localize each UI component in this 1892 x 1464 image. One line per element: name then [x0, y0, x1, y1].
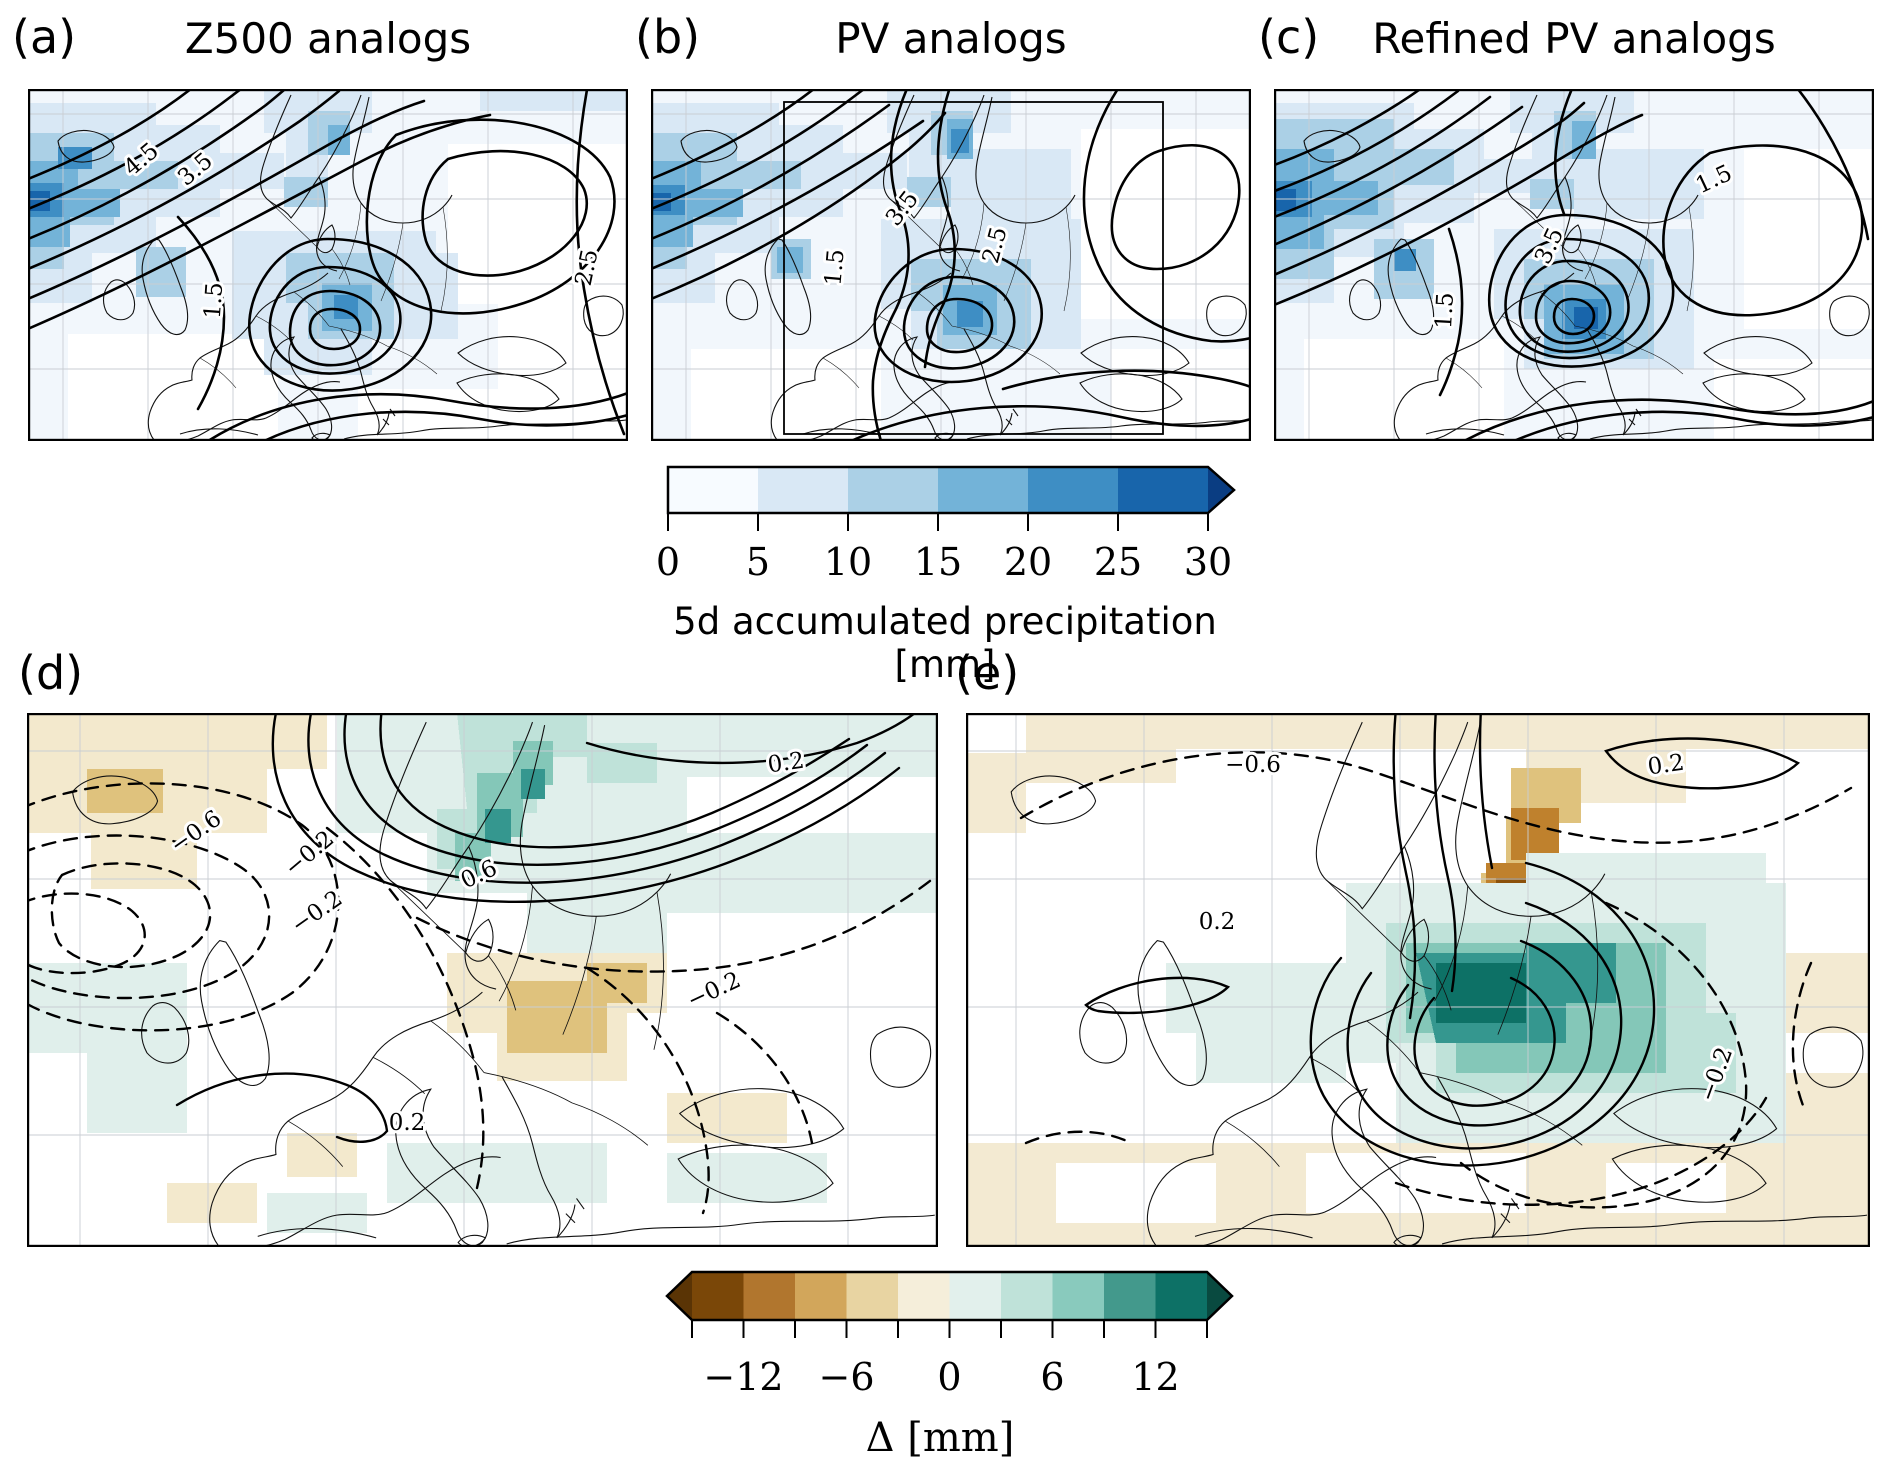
graticule	[966, 713, 1870, 1247]
panel-tag-e: (e)	[955, 646, 1020, 700]
svg-text:−12: −12	[703, 1355, 783, 1399]
panel-tag-b: (b)	[635, 10, 701, 64]
svg-text:0: 0	[937, 1355, 961, 1399]
contours-solid	[1084, 713, 1801, 1167]
svg-text:15: 15	[914, 540, 962, 584]
panel-frame	[28, 89, 628, 441]
svg-text:−6: −6	[818, 1355, 874, 1399]
svg-text:6: 6	[1040, 1355, 1064, 1399]
svg-text:1.5: 1.5	[820, 248, 849, 287]
contours	[28, 89, 628, 441]
svg-text:12: 12	[1131, 1355, 1179, 1399]
panel-title-c: Refined PV analogs	[1372, 14, 1776, 63]
map-panel-d: −0.6 −0.2−0.20.60.2−0.20.2	[27, 713, 938, 1247]
panel-tag-c: (c)	[1258, 10, 1320, 64]
contours	[1274, 89, 1874, 441]
panel-frame	[1274, 89, 1874, 441]
map-panel-b: 3.51.52.5	[651, 89, 1251, 441]
panel-frame	[27, 713, 938, 1247]
svg-text:25: 25	[1094, 540, 1142, 584]
panel-frame	[651, 89, 1251, 441]
svg-text:0: 0	[656, 540, 680, 584]
precip-colorbar: 0 5 10 15 20 25 30	[656, 465, 1236, 584]
svg-text:20: 20	[1004, 540, 1052, 584]
precip-colorbar-label: 5d accumulated precipitation [mm]	[673, 600, 1217, 686]
svg-text:1.5: 1.5	[200, 281, 228, 319]
svg-text:5: 5	[746, 540, 770, 584]
refinement-domain-box	[783, 101, 1164, 435]
svg-text:0.2: 0.2	[1646, 750, 1686, 781]
graticule	[27, 713, 938, 1247]
svg-text:0.2: 0.2	[766, 748, 806, 779]
graticule	[1274, 89, 1874, 441]
svg-text:30: 30	[1184, 540, 1232, 584]
svg-text:1.5: 1.5	[1431, 292, 1459, 330]
panel-tag-a: (a)	[12, 10, 77, 64]
map-panel-e: −0.60.20.2−0.2	[966, 713, 1870, 1247]
contours-dashed	[1019, 751, 1853, 1209]
svg-text:0.2: 0.2	[389, 1110, 426, 1136]
contours-solid	[175, 713, 917, 1143]
svg-text:0.2: 0.2	[1199, 909, 1236, 935]
panel-title-a: Z500 analogs	[184, 14, 472, 63]
delta-colorbar: −12 −6 0 6 12	[665, 1270, 1234, 1399]
map-panel-c: 1.51.53.5	[1274, 89, 1874, 441]
contours-dashed	[27, 782, 937, 1215]
map-panel-a: 4.5 3.52.51.5	[28, 89, 628, 441]
svg-text:−0.6: −0.6	[1225, 752, 1281, 778]
contours	[651, 89, 1251, 441]
panel-frame	[966, 713, 1870, 1247]
panel-title-b: PV analogs	[835, 14, 1067, 63]
delta-colorbar-label: Δ [mm]	[865, 1415, 1015, 1461]
svg-text:10: 10	[824, 540, 872, 584]
graticule	[28, 89, 628, 441]
panel-tag-d: (d)	[18, 646, 84, 700]
